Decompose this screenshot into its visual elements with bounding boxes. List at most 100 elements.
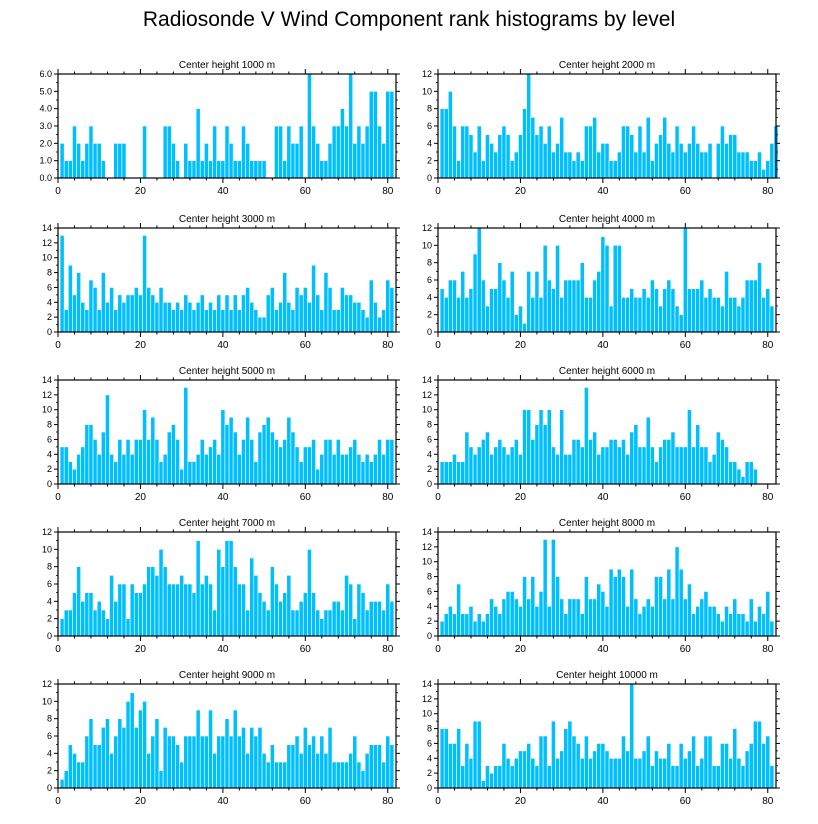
bar [212, 609, 217, 637]
bar [625, 453, 630, 485]
bar [736, 468, 742, 485]
bar [389, 91, 395, 179]
bar [567, 151, 573, 179]
bar [261, 424, 267, 485]
y-tick-label: 12 [422, 390, 432, 400]
bar [699, 757, 705, 789]
bar [249, 557, 255, 637]
bar [63, 309, 69, 333]
bar [625, 750, 630, 789]
bar [125, 618, 131, 637]
bar [257, 160, 263, 179]
bar [187, 735, 193, 789]
bar [637, 446, 643, 485]
bar [373, 301, 378, 333]
bar [96, 453, 102, 485]
bar [344, 453, 349, 485]
x-tick-label: 0 [435, 186, 441, 197]
bar [290, 744, 296, 789]
bar [637, 757, 643, 789]
bar [142, 583, 147, 637]
y-tick-label: 8 [47, 714, 52, 724]
bar [736, 305, 742, 333]
panel-title: Center height 6000 m [559, 366, 655, 377]
bar [625, 605, 630, 637]
bar [518, 453, 523, 485]
bar [105, 618, 110, 637]
y-tick-label: 0 [47, 327, 52, 337]
bar [245, 287, 250, 333]
bar [592, 750, 597, 789]
bar [505, 591, 511, 637]
bar [633, 757, 639, 789]
bar [302, 592, 308, 637]
chart-panel-5: Center height 5000 m 0 2 4 6 8 10 12 14 0 20 40 60 80 [42, 366, 400, 503]
bar [468, 134, 474, 179]
bar [604, 750, 610, 789]
bar [526, 271, 532, 333]
bar [579, 262, 585, 333]
bar [121, 301, 127, 333]
y-tick-label: 4 [47, 297, 52, 307]
bar [146, 287, 152, 333]
y-tick-label: 10 [42, 253, 52, 263]
y-tick-label: 4 [47, 748, 52, 758]
bar [162, 566, 168, 637]
x-tick-label: 20 [135, 644, 147, 655]
bar [154, 439, 160, 485]
main-title: Radiosonde V Wind Component rank histogr… [142, 8, 676, 31]
bar [340, 609, 345, 637]
bar [633, 151, 639, 179]
bar [468, 288, 474, 333]
bar [282, 272, 288, 333]
bar [489, 453, 494, 485]
bar [530, 576, 536, 637]
bar [551, 151, 556, 179]
bar [385, 735, 391, 789]
bar [232, 431, 238, 485]
y-tick-label: 6 [427, 121, 432, 131]
bar [150, 735, 156, 789]
panel-title: Center height 8000 m [559, 518, 655, 529]
bar [645, 735, 651, 789]
bar [493, 151, 499, 179]
bar [348, 753, 354, 789]
x-tick-label: 40 [597, 492, 609, 503]
bar [769, 305, 775, 333]
bar [530, 297, 536, 333]
bar [311, 592, 316, 637]
bar [480, 620, 486, 637]
bar [344, 761, 349, 789]
bar [753, 620, 758, 637]
bar [724, 271, 729, 333]
bar [489, 772, 494, 789]
bar [579, 757, 585, 789]
bar [241, 727, 246, 789]
bar [509, 765, 515, 789]
y-tick-label: 4 [427, 449, 432, 459]
panel-title: Center height 2000 m [559, 60, 655, 71]
bar [121, 727, 127, 789]
bar [674, 546, 680, 637]
bar [232, 160, 238, 179]
bar [133, 592, 139, 637]
bar [315, 753, 321, 789]
bar [125, 439, 131, 485]
bar [72, 468, 77, 485]
bar [608, 757, 614, 789]
bar [596, 453, 602, 485]
bar [162, 453, 168, 485]
y-tick-label: 6.0 [39, 69, 52, 79]
bar [670, 431, 676, 485]
bar [711, 605, 717, 637]
bar [769, 143, 775, 179]
bar [456, 461, 461, 485]
y-tick-label: 2 [427, 156, 432, 166]
bar [518, 134, 523, 179]
bar [253, 735, 259, 789]
bar [92, 439, 98, 485]
bar [204, 143, 209, 179]
bar [191, 592, 197, 637]
bar [175, 160, 180, 179]
x-tick-label: 0 [435, 492, 441, 503]
